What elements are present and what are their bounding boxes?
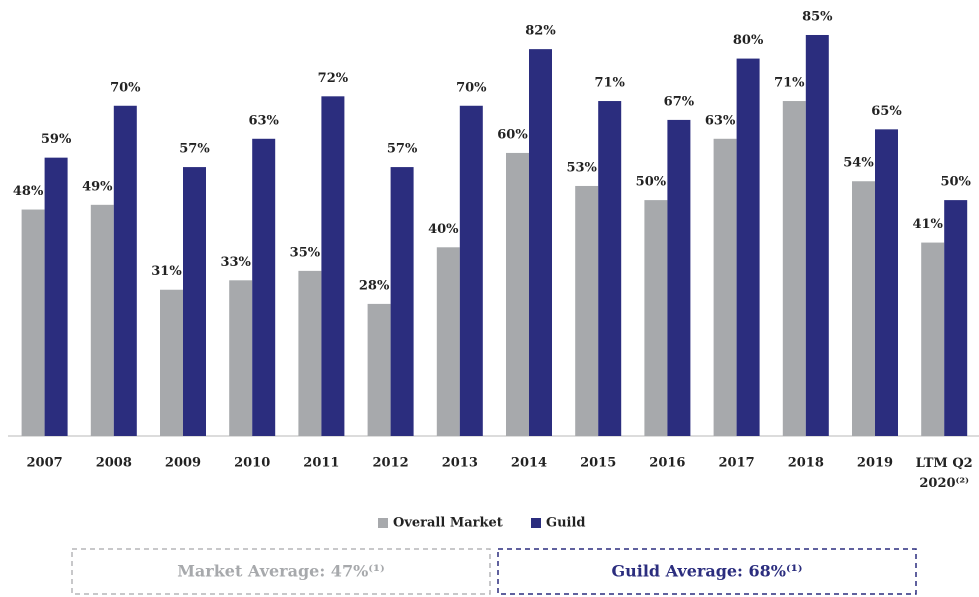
bar xyxy=(321,96,345,436)
x-tick-label: 2009 xyxy=(165,456,201,471)
bar xyxy=(736,58,760,436)
bar xyxy=(598,101,622,436)
market-average: Market Average: 47%⁽¹⁾ xyxy=(177,562,385,581)
bar xyxy=(298,270,322,436)
x-tick-label: 2012 xyxy=(373,456,409,471)
x-tick-label: 2013 xyxy=(442,456,478,471)
bar xyxy=(506,152,529,436)
value-label: 59% xyxy=(41,132,72,147)
value-label: 54% xyxy=(843,156,874,171)
x-tick-label: 2018 xyxy=(788,456,824,471)
value-label: 80% xyxy=(733,33,764,48)
value-label: 72% xyxy=(318,71,349,86)
x-tick-label: 2014 xyxy=(511,456,547,471)
bar xyxy=(183,167,206,436)
value-label: 63% xyxy=(705,113,736,128)
guild-average-box xyxy=(497,548,917,595)
value-label: 82% xyxy=(525,24,556,39)
bar xyxy=(44,157,68,436)
bar xyxy=(436,247,460,436)
value-label: 50% xyxy=(940,175,971,190)
value-label: 67% xyxy=(664,94,695,109)
x-tick-label-line: LTM Q2 xyxy=(916,456,973,471)
x-tick-label-line: 2020⁽²⁾ xyxy=(919,476,969,491)
legend-label: Overall Market xyxy=(393,516,503,531)
value-label: 35% xyxy=(290,245,321,260)
x-tick-label: 2011 xyxy=(303,456,339,471)
value-label: 57% xyxy=(179,142,210,157)
x-tick-label: 2010 xyxy=(234,456,270,471)
legend-label: Guild xyxy=(546,516,586,531)
value-label: 71% xyxy=(774,76,805,91)
bar xyxy=(852,181,875,436)
value-label: 28% xyxy=(359,278,390,293)
bar xyxy=(229,280,253,436)
value-label: 60% xyxy=(497,127,528,142)
bar xyxy=(805,34,829,436)
bar xyxy=(713,138,737,436)
value-label: 71% xyxy=(594,76,625,91)
x-tick-label: 2017 xyxy=(719,456,755,471)
bar xyxy=(944,200,968,436)
value-label: 48% xyxy=(13,184,44,199)
market-average-box xyxy=(71,548,491,595)
value-label: 63% xyxy=(248,113,279,128)
bar xyxy=(367,303,391,436)
bar xyxy=(782,101,806,436)
legend-swatch xyxy=(531,518,541,528)
bar xyxy=(644,200,668,436)
value-label: 41% xyxy=(912,217,943,232)
bar xyxy=(667,119,691,437)
value-label: 57% xyxy=(387,142,418,157)
bar xyxy=(252,138,276,436)
value-label: 50% xyxy=(636,175,667,190)
value-label: 65% xyxy=(871,104,902,119)
value-label: 33% xyxy=(220,255,251,270)
bar xyxy=(459,105,483,436)
value-label: 85% xyxy=(802,9,833,24)
x-tick-label: 2019 xyxy=(857,456,893,471)
value-label: 40% xyxy=(428,222,459,237)
value-label: 70% xyxy=(110,80,141,95)
value-label: 53% xyxy=(566,160,597,175)
value-label: 31% xyxy=(151,264,182,279)
x-tick-label: 2008 xyxy=(96,456,132,471)
x-tick-label: 2015 xyxy=(580,456,616,471)
value-label: 70% xyxy=(456,80,487,95)
bar xyxy=(113,105,137,436)
bar xyxy=(875,129,898,436)
guild-average: Guild Average: 68%⁽¹⁾ xyxy=(611,562,802,581)
bar xyxy=(921,242,945,436)
x-tick-label: 2016 xyxy=(649,456,685,471)
bar xyxy=(529,49,552,437)
legend-swatch xyxy=(378,518,388,528)
bar xyxy=(575,185,599,436)
bar xyxy=(21,209,45,436)
value-label: 49% xyxy=(82,179,113,194)
bar xyxy=(160,289,183,436)
x-tick-label: 2007 xyxy=(27,456,63,471)
bar xyxy=(390,167,414,436)
bar xyxy=(90,204,114,436)
x-tick-label: LTM Q2 2020⁽²⁾ xyxy=(916,456,973,491)
